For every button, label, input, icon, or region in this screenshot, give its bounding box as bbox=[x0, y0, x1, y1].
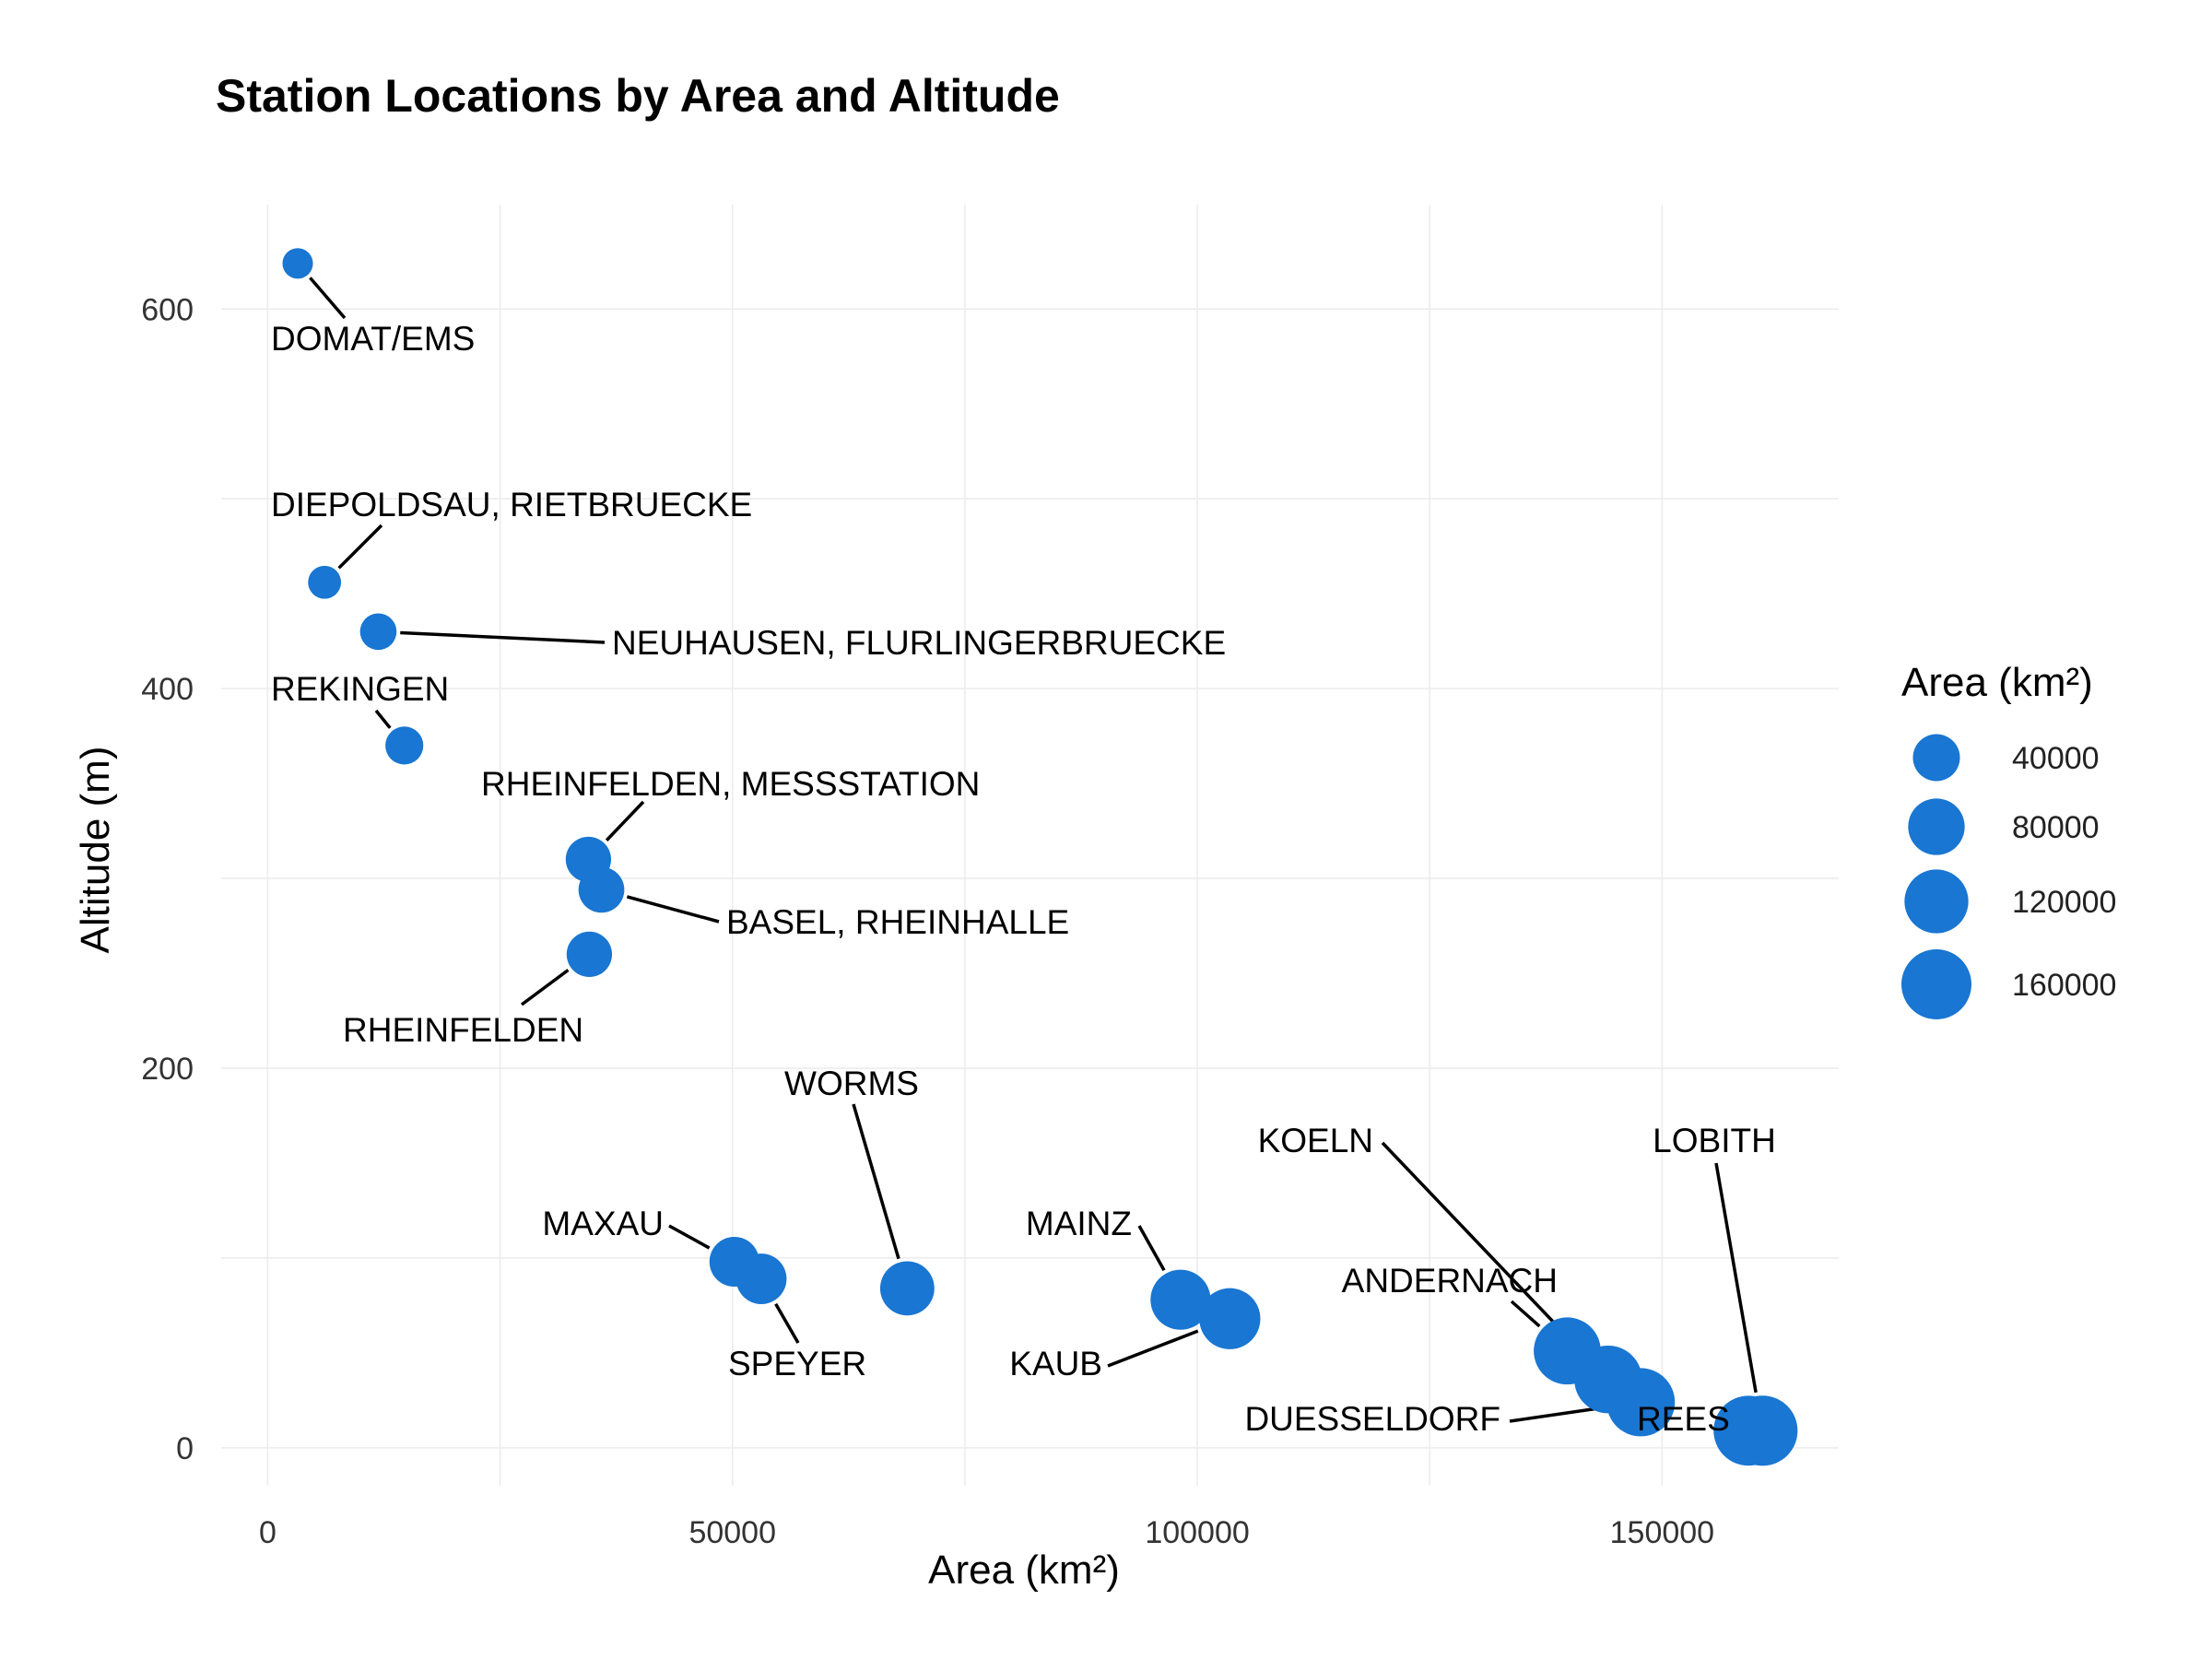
legend-key-circle bbox=[1908, 798, 1965, 855]
y-tick-label: 600 bbox=[141, 292, 194, 327]
label-leader bbox=[309, 276, 347, 320]
label-leader bbox=[1137, 1225, 1166, 1272]
data-point bbox=[1727, 1395, 1798, 1466]
point-label: ANDERNACH bbox=[1342, 1262, 1558, 1300]
x-tick-label: 50000 bbox=[688, 1515, 776, 1550]
data-point bbox=[1606, 1368, 1676, 1437]
grid bbox=[221, 205, 1839, 1486]
legend-title: Area (km²) bbox=[1901, 660, 2093, 705]
point-label: RHEINFELDEN bbox=[343, 1011, 583, 1049]
label-leader bbox=[1107, 1329, 1199, 1368]
point-label: DOMAT/EMS bbox=[271, 320, 475, 358]
y-axis-title: Altitude (m) bbox=[73, 747, 118, 954]
point-label: MAINZ bbox=[1026, 1205, 1132, 1242]
label-leader bbox=[400, 630, 606, 644]
label-leader bbox=[668, 1224, 711, 1250]
label-leader bbox=[626, 895, 720, 924]
legend-key-circle bbox=[1912, 734, 1960, 782]
data-point bbox=[282, 248, 313, 279]
point-label: KAUB bbox=[1009, 1345, 1102, 1382]
legend-key-label: 40000 bbox=[2012, 741, 2100, 776]
point-label: SPEYER bbox=[728, 1345, 866, 1382]
label-leader bbox=[374, 709, 392, 729]
chart-title: Station Locations by Area and Altitude bbox=[216, 70, 1060, 122]
label-leader bbox=[1381, 1141, 1584, 1354]
legend-key-label: 120000 bbox=[2012, 885, 2116, 920]
label-leader bbox=[605, 800, 645, 841]
point-label: REKINGEN bbox=[271, 670, 449, 708]
point-label: WORMS bbox=[784, 1065, 919, 1102]
data-point bbox=[308, 565, 342, 599]
point-label: MAXAU bbox=[542, 1205, 664, 1242]
y-tick-label: 400 bbox=[141, 672, 194, 707]
x-tick-label: 100000 bbox=[1145, 1515, 1249, 1550]
point-label: RHEINFELDEN, MESSSTATION bbox=[481, 765, 980, 803]
size-legend: Area (km²) 40000 80000 120000 160000 bbox=[1901, 660, 2116, 1019]
point-label: BASEL, RHEINHALLE bbox=[726, 903, 1069, 941]
label-leader bbox=[520, 969, 570, 1006]
axis-ticks: 0 50000 100000 150000 0 200 400 600 bbox=[141, 292, 1714, 1550]
data-point bbox=[566, 931, 613, 978]
label-leader bbox=[774, 1302, 800, 1344]
y-tick-label: 200 bbox=[141, 1052, 194, 1087]
x-axis-title: Area (km²) bbox=[928, 1547, 1120, 1593]
legend-key-label: 160000 bbox=[2012, 968, 2116, 1003]
data-point bbox=[1150, 1269, 1211, 1330]
point-label: REES bbox=[1637, 1400, 1730, 1438]
y-tick-label: 0 bbox=[176, 1431, 194, 1466]
label-leader bbox=[1714, 1162, 1758, 1394]
data-point bbox=[735, 1253, 787, 1304]
data-point bbox=[879, 1261, 935, 1316]
data-point bbox=[359, 613, 397, 651]
point-label: KOELN bbox=[1258, 1122, 1373, 1159]
label-leaders bbox=[309, 276, 1758, 1423]
point-label: DIEPOLDSAU, RIETBRUECKE bbox=[271, 486, 752, 524]
legend-key-label: 80000 bbox=[2012, 810, 2100, 845]
point-label: LOBITH bbox=[1653, 1122, 1776, 1159]
x-tick-label: 0 bbox=[259, 1515, 276, 1550]
legend-key-circle bbox=[1904, 869, 1969, 934]
legend-key-circle bbox=[1901, 949, 1971, 1019]
label-leader bbox=[852, 1103, 900, 1260]
label-leader bbox=[337, 524, 383, 570]
point-labels: DOMAT/EMS DIEPOLDSAU, RIETBRUECKE NEUHAUSE… bbox=[271, 320, 1776, 1438]
data-point bbox=[1199, 1288, 1261, 1349]
label-leader bbox=[1510, 1300, 1541, 1328]
x-tick-label: 150000 bbox=[1610, 1515, 1714, 1550]
label-leader bbox=[1509, 1406, 1604, 1423]
data-point bbox=[578, 866, 625, 913]
data-point bbox=[385, 726, 424, 765]
point-label: DUESSELDORF bbox=[1244, 1400, 1500, 1438]
data-points bbox=[282, 248, 1798, 1466]
point-label: NEUHAUSEN, FLURLINGERBRUECKE bbox=[612, 624, 1226, 662]
